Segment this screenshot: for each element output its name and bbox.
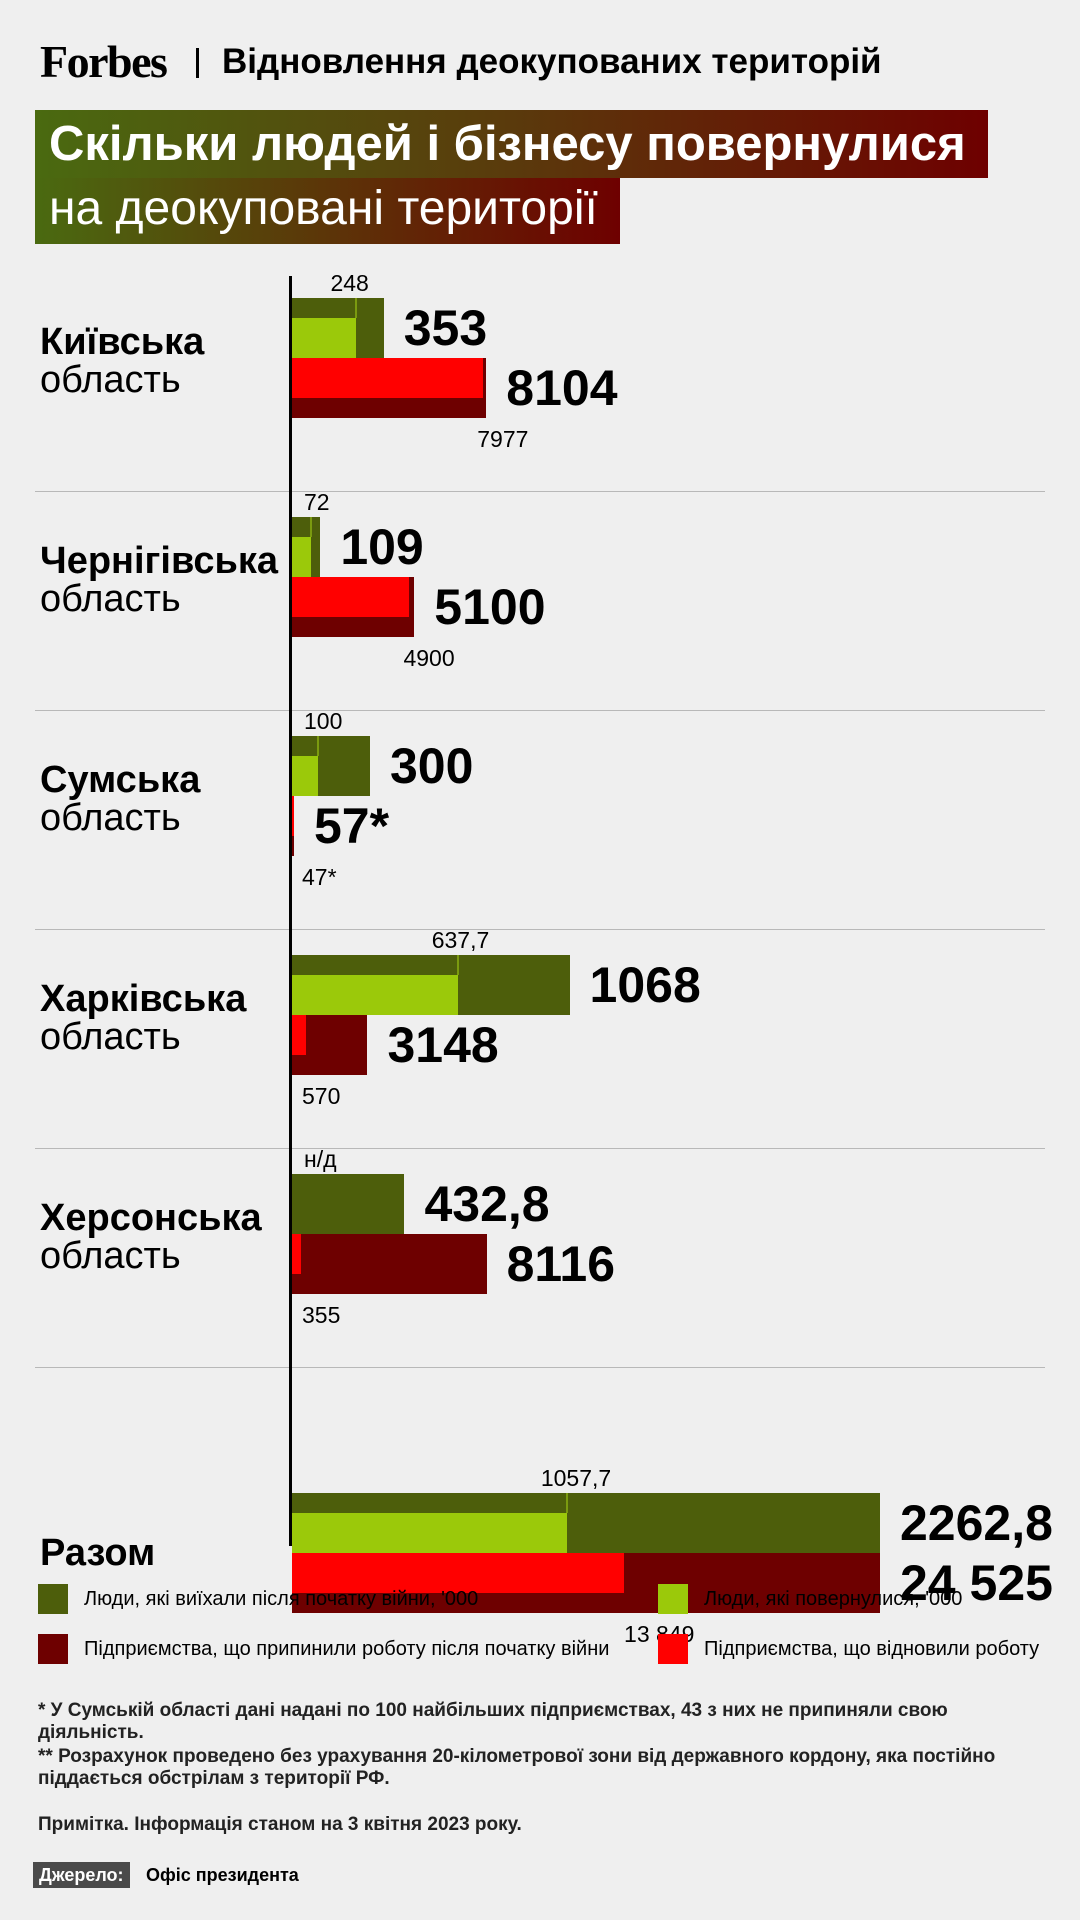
- region-name: Чернігівська: [40, 540, 279, 582]
- legend-swatch: [38, 1584, 68, 1614]
- bar-business-resumed: [292, 577, 410, 617]
- region-separator: [35, 1367, 1045, 1368]
- value-business-stopped: 8116: [506, 1236, 616, 1292]
- region-sub: область: [40, 1235, 181, 1277]
- bar-business-resumed: [292, 1234, 301, 1274]
- legend-swatch: [658, 1584, 688, 1614]
- value-people-left: 1068: [589, 957, 701, 1013]
- value-people-returned: 248: [330, 270, 369, 296]
- legend-label: Підприємства, що відновили роботу: [704, 1638, 1040, 1660]
- region-sub: область: [40, 578, 181, 620]
- bar-people-returned-tick: [309, 517, 312, 537]
- chart-title-line2: на деокуповані території: [35, 178, 620, 244]
- region-separator: [35, 491, 1045, 492]
- value-business-resumed: 570: [302, 1083, 341, 1109]
- bar-people-returned: [292, 537, 311, 577]
- value-people-returned: н/д: [304, 1146, 337, 1172]
- value-business-resumed: 7977: [477, 426, 529, 452]
- legend-swatch: [658, 1634, 688, 1664]
- bar-people-returned-tick: [355, 298, 358, 318]
- footnote-2: ** Розрахунок проведено без урахування 2…: [38, 1746, 996, 1789]
- bar-people-returned: [292, 756, 318, 796]
- region-name: Херсонська: [40, 1197, 262, 1239]
- legend-label: Люди, які повернулися, '000: [704, 1588, 963, 1610]
- region-name: Харківська: [40, 978, 247, 1020]
- value-business-stopped: 57*: [314, 798, 390, 854]
- region-sub: область: [40, 1016, 181, 1058]
- value-people-left: 353: [403, 300, 488, 356]
- value-people-returned: 1057,7: [540, 1465, 612, 1491]
- value-business-stopped: 3148: [387, 1017, 499, 1073]
- region-sub: область: [40, 359, 181, 401]
- region-sub: область: [40, 797, 181, 839]
- region-name: Київська: [40, 321, 205, 363]
- legend-label: Люди, які виїхали після початку війни, '…: [84, 1588, 479, 1610]
- value-business-stopped: 5100: [434, 579, 546, 635]
- value-people-left: 432,8: [424, 1176, 550, 1232]
- legend-label: Підприємства, що припинили роботу після …: [84, 1638, 610, 1660]
- value-business-resumed: 355: [302, 1302, 341, 1328]
- bar-people-returned-tick: [565, 1493, 568, 1513]
- chart-title-line1: Скільки людей і бізнесу повернулися: [35, 110, 988, 178]
- region-separator: [35, 929, 1045, 930]
- region-separator: [35, 1148, 1045, 1149]
- region-name: Разом: [40, 1532, 156, 1574]
- bar-business-resumed: [292, 796, 294, 836]
- value-people-left: 109: [340, 519, 424, 575]
- source-value: Офіс президента: [146, 1865, 299, 1885]
- chart-axis-line: [289, 276, 292, 1546]
- bar-business-resumed: [292, 1553, 625, 1593]
- bar-business-resumed: [292, 1015, 306, 1055]
- section-title: Відновлення деокупованих територій: [222, 42, 882, 81]
- value-people-left: 2262,8: [900, 1495, 1053, 1551]
- footnote-3: Примітка. Інформація станом на 3 квітня …: [38, 1814, 522, 1835]
- forbes-logo: Forbes: [40, 36, 168, 87]
- bar-people-returned: [292, 975, 458, 1015]
- value-people-returned: 637,7: [431, 927, 490, 953]
- value-business-resumed: 47*: [302, 864, 337, 890]
- value-business-stopped: 8104: [506, 360, 618, 416]
- header-divider: [196, 48, 199, 78]
- bar-business-resumed: [292, 358, 484, 398]
- legend-swatch: [38, 1634, 68, 1664]
- region-name: Сумська: [40, 759, 201, 801]
- footnote-1: * У Сумській області дані надані по 100 …: [38, 1700, 948, 1743]
- bar-people-returned: [292, 318, 357, 358]
- value-business-stopped: 24 525: [900, 1555, 1053, 1611]
- bar-business-stopped: [292, 1234, 487, 1294]
- value-people-returned: 100: [304, 708, 343, 734]
- value-business-resumed: 4900: [403, 645, 455, 671]
- bar-people-returned-tick: [316, 736, 319, 756]
- bar-people-returned-tick: [456, 955, 459, 975]
- value-people-returned: 72: [304, 489, 330, 515]
- value-people-left: 300: [389, 738, 474, 794]
- bar-people-left: [292, 1174, 405, 1234]
- bar-people-returned: [292, 1513, 567, 1553]
- region-separator: [35, 710, 1045, 711]
- source-label: Джерело:: [33, 1862, 130, 1888]
